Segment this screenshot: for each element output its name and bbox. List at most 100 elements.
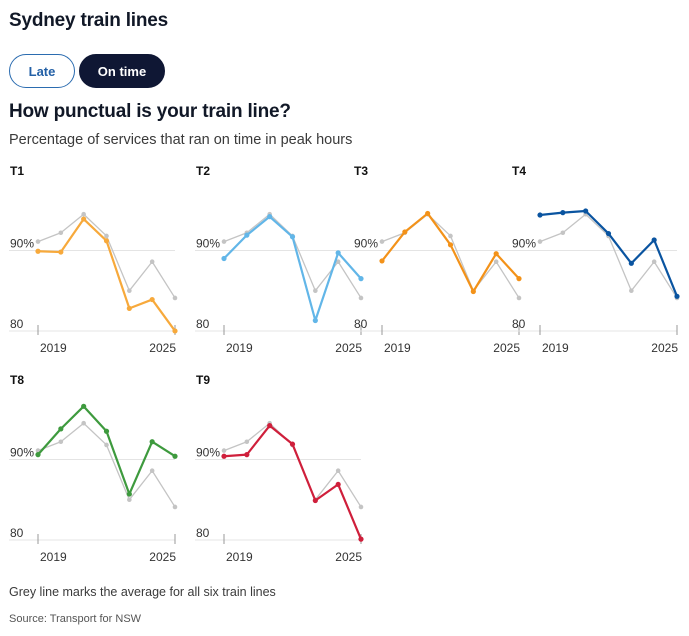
average-point bbox=[379, 239, 385, 244]
average-point bbox=[516, 295, 522, 301]
x-tick-label: 2019 bbox=[542, 341, 569, 355]
line-t2-point bbox=[335, 250, 341, 256]
average-line bbox=[37, 422, 176, 508]
x-tick-label: 2025 bbox=[493, 341, 520, 355]
line-t3-point bbox=[447, 242, 454, 248]
line-t3-point bbox=[470, 288, 476, 295]
x-tick-label: 2025 bbox=[335, 341, 362, 355]
line-chart: 80 90% 2019 2025 bbox=[9, 403, 178, 564]
average-point bbox=[172, 295, 178, 301]
line-t8-point bbox=[58, 426, 64, 432]
line-t4-point bbox=[583, 208, 589, 214]
average-point bbox=[35, 239, 41, 244]
line-t3-point bbox=[516, 276, 522, 282]
line-t9-point bbox=[289, 441, 296, 447]
average-point bbox=[335, 468, 341, 474]
panel-label: T8 bbox=[10, 373, 25, 387]
line-t3-point bbox=[425, 210, 431, 217]
y-tick-label: 80 bbox=[10, 526, 24, 540]
x-tick-label: 2019 bbox=[40, 341, 67, 355]
x-tick-label: 2019 bbox=[40, 550, 67, 564]
y-tick-label: 90% bbox=[196, 236, 220, 250]
x-tick-label: 2019 bbox=[226, 341, 253, 355]
line-t8-point bbox=[81, 403, 87, 409]
line-t4-point bbox=[560, 210, 566, 216]
line-t9-point bbox=[358, 536, 364, 542]
average-point bbox=[221, 239, 227, 244]
panel-t1: T1 80 90% 2019 2025 bbox=[9, 164, 179, 359]
panel-t3: T3 80 90% 2019 2025 bbox=[353, 164, 523, 359]
line-t8-point bbox=[172, 453, 178, 459]
line-t2-point bbox=[289, 234, 296, 240]
line-t4-point bbox=[651, 237, 657, 243]
average-point bbox=[127, 288, 132, 293]
average-point bbox=[244, 439, 250, 445]
average-point bbox=[537, 239, 543, 244]
average-point bbox=[358, 504, 364, 510]
line-t9-point bbox=[221, 453, 227, 459]
line-t1-point bbox=[58, 249, 64, 255]
y-tick-label: 80 bbox=[10, 317, 24, 331]
line-t8-point bbox=[103, 428, 110, 434]
source-note: Source: Transport for NSW bbox=[9, 613, 142, 625]
average-point bbox=[104, 233, 109, 239]
x-tick-label: 2025 bbox=[335, 550, 362, 564]
panel-t9: T9 80 90% 2019 2025 bbox=[195, 373, 365, 568]
line-t9-point bbox=[335, 481, 341, 488]
average-point bbox=[104, 442, 109, 448]
line-chart: 80 90% 2019 2025 bbox=[511, 208, 680, 355]
line-t2-line bbox=[223, 215, 362, 322]
average-line bbox=[539, 213, 678, 299]
chart-title: How punctual is your train line? bbox=[9, 101, 291, 122]
line-t3-point bbox=[379, 258, 385, 264]
y-tick-label: 80 bbox=[196, 526, 210, 540]
line-t1-point bbox=[149, 296, 155, 303]
average-point bbox=[448, 233, 453, 239]
x-tick-label: 2019 bbox=[226, 550, 253, 564]
y-tick-label: 80 bbox=[512, 317, 526, 331]
x-tick-label: 2025 bbox=[651, 341, 678, 355]
y-tick-label: 80 bbox=[354, 317, 368, 331]
panel-label: T2 bbox=[196, 164, 211, 178]
x-tick-label: 2019 bbox=[384, 341, 411, 355]
average-point bbox=[172, 504, 178, 510]
line-t4-point bbox=[674, 293, 680, 299]
line-t9-point bbox=[267, 423, 273, 429]
panel-label: T1 bbox=[10, 164, 25, 178]
average-point bbox=[335, 259, 341, 265]
line-t1-point bbox=[35, 248, 41, 254]
line-t2-point bbox=[358, 276, 364, 282]
average-point bbox=[81, 420, 86, 426]
line-t8-point bbox=[126, 491, 132, 497]
line-t2-point bbox=[244, 232, 250, 238]
average-point bbox=[58, 230, 64, 236]
x-tick-label: 2025 bbox=[149, 550, 176, 564]
average-point bbox=[149, 259, 155, 265]
y-tick-label: 90% bbox=[354, 236, 378, 250]
chart-subtitle: Percentage of services that ran on time … bbox=[9, 132, 353, 148]
line-t1-point bbox=[81, 216, 87, 222]
average-point bbox=[629, 288, 634, 293]
average-point bbox=[651, 259, 657, 265]
line-t4-point bbox=[537, 212, 543, 218]
line-t1-point bbox=[103, 238, 110, 244]
line-t9-point bbox=[312, 497, 318, 504]
average-point bbox=[313, 288, 318, 293]
line-chart: 80 90% 2019 2025 bbox=[9, 211, 178, 355]
average-point bbox=[58, 439, 64, 445]
average-point bbox=[81, 211, 86, 217]
panel-label: T3 bbox=[354, 164, 369, 178]
average-point bbox=[560, 230, 566, 236]
on-time-toggle-button[interactable]: On time bbox=[79, 54, 165, 88]
line-t4-point bbox=[628, 260, 634, 266]
line-t9-point bbox=[244, 452, 250, 458]
line-t1-point bbox=[126, 305, 132, 312]
average-point bbox=[149, 468, 155, 474]
late-toggle-button[interactable]: Late bbox=[9, 54, 75, 88]
panel-label: T4 bbox=[512, 164, 527, 178]
average-point bbox=[127, 497, 132, 502]
line-t4-point bbox=[605, 230, 612, 237]
panel-label: T9 bbox=[196, 373, 211, 387]
line-t8-point bbox=[35, 452, 41, 458]
line-t3-point bbox=[493, 251, 499, 257]
